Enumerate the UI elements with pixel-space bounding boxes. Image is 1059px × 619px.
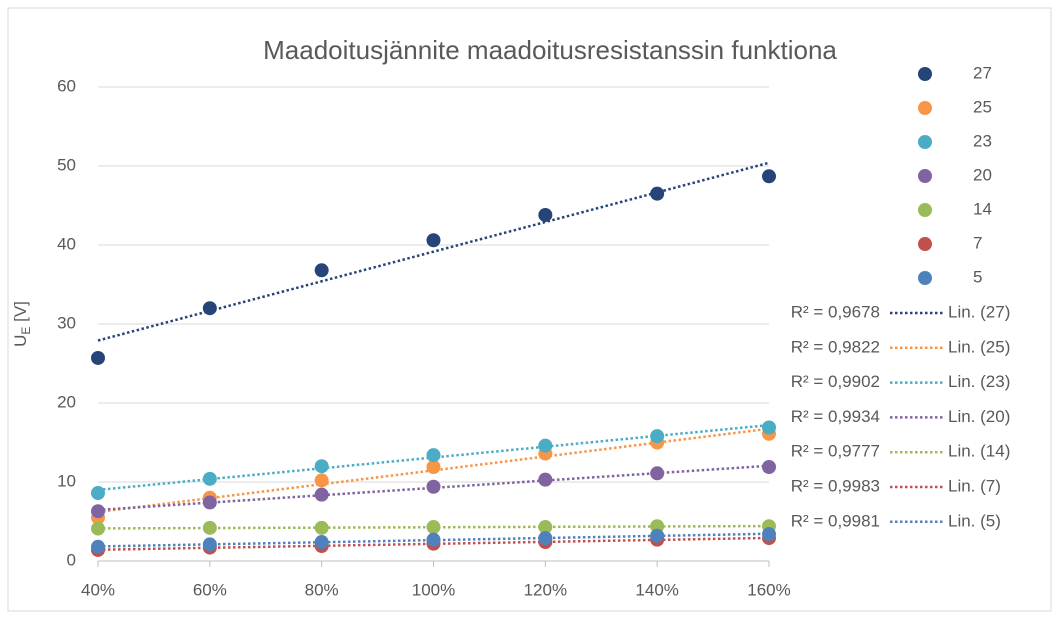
legend-trend-label: Lin. (7) — [948, 476, 1001, 495]
legend-label: 25 — [973, 97, 992, 116]
data-point — [762, 527, 776, 542]
x-tick-label: 60% — [193, 580, 227, 599]
data-point — [538, 438, 553, 453]
data-point — [762, 459, 776, 474]
legend-marker — [918, 203, 932, 217]
y-label-main: U — [11, 335, 30, 347]
r-squared: R² = 0,9981 — [791, 511, 880, 530]
data-point — [426, 532, 441, 547]
data-point — [650, 186, 665, 201]
data-point — [426, 448, 441, 463]
data-point — [538, 531, 553, 546]
y-tick-label: 60 — [57, 76, 76, 95]
x-tick-label: 140% — [635, 580, 678, 599]
data-point — [91, 504, 105, 519]
data-point — [538, 520, 553, 535]
data-point — [426, 520, 441, 535]
legend-marker — [918, 237, 932, 251]
x-tick-label: 160% — [747, 580, 790, 599]
legend-label: 7 — [973, 233, 982, 252]
x-tick-label: 80% — [305, 580, 339, 599]
y-tick-label: 0 — [67, 550, 76, 569]
legend-trend-label: Lin. (5) — [948, 511, 1001, 530]
legend-label: 20 — [973, 165, 992, 184]
legend-marker — [918, 67, 932, 81]
data-point — [91, 350, 105, 365]
data-point — [650, 528, 665, 543]
legend-marker — [918, 101, 932, 115]
legend-trend-label: Lin. (14) — [948, 442, 1010, 461]
data-point — [314, 473, 329, 488]
data-point — [202, 471, 217, 486]
data-point — [314, 263, 329, 278]
data-point — [762, 169, 776, 184]
r-squared: R² = 0,9678 — [791, 302, 880, 321]
data-point — [91, 486, 105, 501]
data-point — [91, 539, 105, 554]
y-axis-label: UE [V] — [11, 301, 33, 347]
data-point — [314, 535, 329, 550]
legend-trend-label: Lin. (20) — [948, 407, 1010, 426]
data-point — [314, 487, 329, 502]
data-point — [202, 537, 217, 552]
x-tick-label: 120% — [524, 580, 567, 599]
r-squared: R² = 0,9902 — [791, 372, 880, 391]
data-point — [426, 479, 441, 494]
data-point — [538, 207, 553, 222]
legend-label: 5 — [973, 267, 982, 286]
legend-trend-label: Lin. (23) — [948, 372, 1010, 391]
legend-label: 27 — [973, 63, 992, 82]
y-tick-label: 50 — [57, 155, 76, 174]
legend-label: 23 — [973, 131, 992, 150]
data-point — [202, 495, 217, 510]
r-squared: R² = 0,9934 — [791, 407, 880, 426]
data-point — [314, 459, 329, 474]
data-point — [91, 521, 105, 536]
y-tick-label: 30 — [57, 313, 76, 332]
legend-marker — [918, 169, 932, 183]
data-point — [762, 420, 776, 435]
legend-label: 14 — [973, 199, 992, 218]
legend-marker — [918, 271, 932, 285]
data-point — [426, 233, 441, 248]
y-tick-label: 40 — [57, 234, 76, 253]
data-point — [426, 459, 441, 474]
data-point — [538, 472, 553, 487]
r-squared: R² = 0,9777 — [791, 442, 880, 461]
data-point — [202, 301, 217, 316]
y-label-unit: [V] — [11, 301, 30, 327]
data-point — [314, 520, 329, 535]
x-tick-label: 100% — [412, 580, 455, 599]
chart-border — [7, 7, 1052, 612]
r-squared: R² = 0,9983 — [791, 476, 880, 495]
data-point — [202, 520, 217, 535]
data-point — [650, 466, 665, 481]
chart-title: Maadoitusjännite maadoitusresistanssin f… — [263, 35, 837, 65]
legend-trend-label: Lin. (25) — [948, 337, 1010, 356]
data-point — [650, 429, 665, 444]
r-squared: R² = 0,9822 — [791, 337, 880, 356]
y-label-sub: E — [19, 327, 33, 335]
legend-marker — [918, 135, 932, 149]
y-tick-label: 20 — [57, 392, 76, 411]
x-tick-label: 40% — [81, 580, 115, 599]
legend-trend-label: Lin. (27) — [948, 302, 1010, 321]
y-tick-label: 10 — [57, 471, 76, 490]
